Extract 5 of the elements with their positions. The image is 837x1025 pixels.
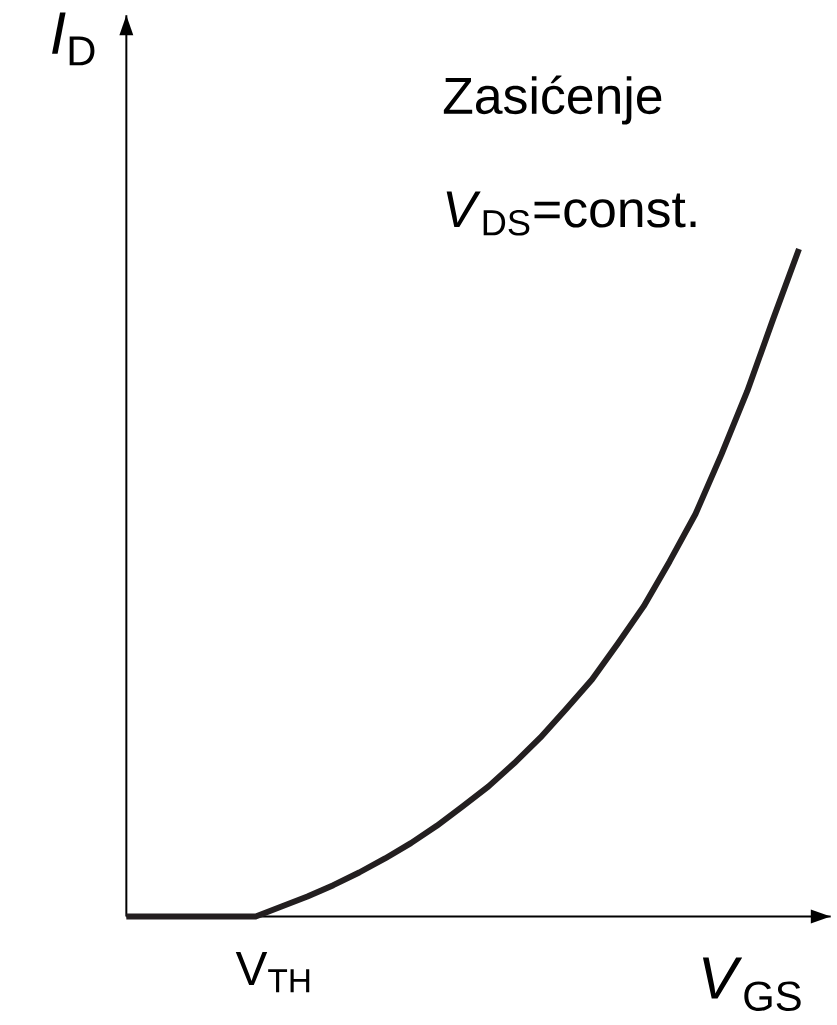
text: V$_{DS}$=const. [446,191,696,236]
text: V$_{TH}$ [235,952,310,993]
x-axis-title: V$_{GS}$ [703,957,801,1012]
y-axis-title: I$_{D}$ [52,12,95,66]
text: Zasićenje [444,75,662,125]
